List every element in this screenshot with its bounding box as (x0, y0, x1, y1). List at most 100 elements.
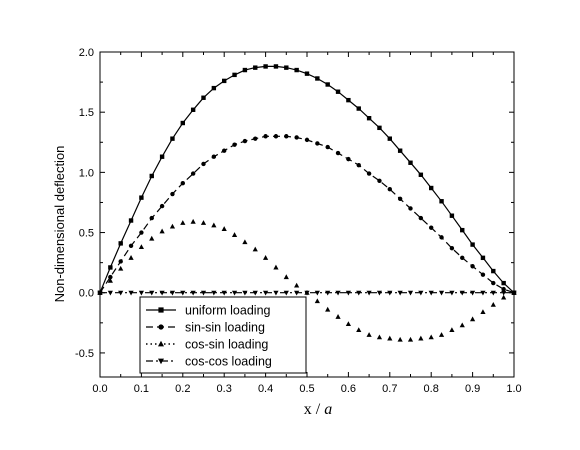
data-point (128, 218, 134, 223)
data-point (231, 232, 238, 237)
data-point (345, 321, 351, 327)
x-axis-label-text: x / (304, 401, 324, 418)
x-tick-label: 0.6 (341, 383, 356, 395)
data-point (315, 76, 320, 81)
data-point (356, 327, 362, 333)
data-point (284, 65, 289, 70)
x-tick-label: 0.0 (92, 383, 107, 395)
data-point (263, 134, 268, 139)
data-point (314, 298, 320, 304)
data-point (211, 290, 217, 296)
data-point (231, 290, 238, 296)
data-point (418, 290, 424, 296)
axis-ticks: 0.0 0.1 0.2 0.3 0.4 0.5 0.6 0.7 0.8 0.9 1.0 -0.5 0.0… (75, 47, 522, 395)
data-point (107, 277, 113, 283)
data-point (221, 226, 227, 231)
data-point (283, 290, 289, 296)
data-point (200, 220, 207, 225)
data-point (139, 230, 144, 235)
data-point (170, 136, 175, 141)
data-point (397, 336, 403, 342)
x-tick-label: 0.9 (465, 383, 480, 395)
x-tick-label: 0.7 (382, 383, 397, 395)
data-point (397, 148, 403, 153)
data-point (345, 290, 351, 296)
data-point (376, 290, 383, 296)
data-point (366, 332, 372, 337)
data-point (242, 239, 248, 245)
data-point (418, 215, 424, 221)
data-point (273, 134, 279, 139)
data-point (346, 97, 351, 103)
y-tick-label: 0.5 (79, 228, 94, 240)
data-point (211, 85, 217, 91)
x-axis-label-var: a (324, 401, 332, 418)
data-point (180, 181, 185, 186)
data-point (232, 72, 237, 78)
data-point (501, 286, 506, 292)
data-point (263, 290, 269, 296)
data-point (408, 206, 413, 211)
series-layer (97, 64, 517, 342)
data-point (201, 161, 206, 167)
data-point (222, 148, 227, 153)
data-point (159, 154, 165, 159)
data-point (190, 107, 196, 112)
data-point (294, 135, 299, 140)
data-point (242, 138, 248, 144)
data-point (480, 255, 486, 261)
data-point (253, 65, 258, 70)
series-cos-cos-loading (97, 290, 517, 296)
data-point (169, 223, 176, 229)
data-point (501, 290, 507, 296)
legend-item: cos-sin loading (146, 338, 268, 352)
data-point (377, 178, 382, 183)
data-point (449, 327, 455, 333)
legend: uniform loading sin-sin loading cos-sin lo… (139, 296, 307, 374)
data-point (315, 141, 320, 146)
data-point (459, 322, 465, 328)
data-point (149, 235, 155, 241)
data-point (314, 290, 320, 296)
data-point (449, 246, 455, 251)
data-point (273, 264, 279, 270)
data-point (139, 195, 144, 200)
data-point (118, 241, 123, 246)
data-point (158, 324, 164, 330)
data-point (190, 218, 196, 224)
series-uniform-loading (97, 64, 517, 295)
data-point (107, 290, 113, 296)
data-point (397, 290, 403, 296)
data-point (387, 335, 393, 341)
data-point (180, 290, 186, 296)
data-point (418, 335, 424, 341)
data-point (149, 290, 155, 296)
data-point (159, 290, 165, 296)
x-axis-label: x / a (304, 401, 332, 418)
data-point (439, 199, 444, 204)
data-point (325, 290, 331, 296)
data-point (242, 290, 248, 296)
data-point (408, 160, 413, 165)
legend-item: sin-sin loading (146, 321, 265, 335)
x-tick-label: 0.2 (175, 383, 190, 395)
data-point (356, 162, 361, 168)
data-point (273, 64, 279, 69)
data-point (428, 290, 434, 296)
series-cos-sin-loading (97, 218, 517, 342)
data-point (242, 67, 248, 73)
data-point (335, 314, 341, 319)
data-point (335, 290, 341, 296)
data-point (397, 196, 403, 202)
x-tick-label: 0.1 (134, 383, 149, 395)
data-point (439, 235, 444, 240)
data-point (159, 228, 165, 234)
y-tick-label: 2.0 (79, 47, 94, 59)
data-point (263, 255, 269, 260)
data-point (200, 290, 207, 296)
data-point (490, 301, 496, 307)
data-point (335, 150, 341, 156)
data-point (325, 144, 330, 150)
data-point (158, 307, 164, 313)
data-point (211, 222, 217, 228)
